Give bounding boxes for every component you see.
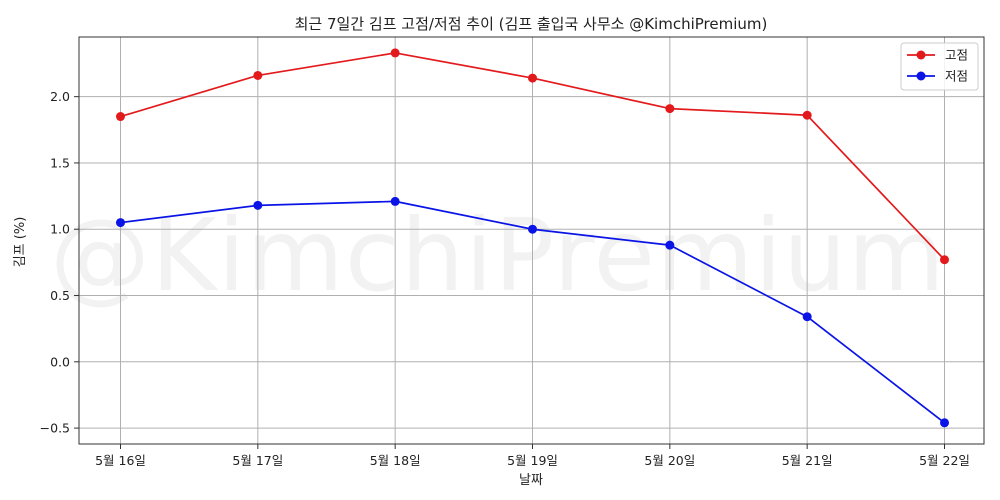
y-tick-label: 0.0 (50, 354, 70, 369)
chart-title: 최근 7일간 김프 고점/저점 추이 (김프 출입국 사무소 @KimchiPr… (295, 15, 768, 33)
y-tick-label: −0.5 (40, 421, 70, 436)
series-0-point (253, 70, 263, 80)
series-1-point (940, 418, 949, 428)
x-tick-label: 5월 16일 (95, 453, 146, 468)
series-layer (116, 48, 949, 428)
y-tick-label: 0.5 (50, 288, 70, 303)
y-tick-label: 2.0 (50, 89, 70, 104)
x-tick-label: 5월 19일 (507, 453, 558, 468)
x-tick-label: 5월 18일 (370, 453, 421, 468)
series-0-point (802, 110, 812, 120)
watermark-text: @KimchiPremium (50, 197, 946, 314)
x-tick-label: 5월 21일 (782, 453, 833, 468)
series-1-point (528, 224, 537, 234)
plot-area-frame (78, 36, 985, 445)
series-1-point (390, 196, 400, 206)
x-tick-label: 5월 17일 (232, 453, 283, 468)
x-tick-label: 5월 20일 (644, 453, 695, 468)
series-0-point (940, 255, 949, 265)
tick-layer: 5월 16일 5월 17일 5월 18일 5월 19일 5월 20일 5월 21일 5월 2… (40, 89, 970, 468)
y-tick-label: 1.0 (50, 222, 70, 237)
series-0-point (528, 73, 537, 83)
series-1-point (253, 200, 263, 210)
series-1-point (802, 312, 812, 322)
series-0-point (665, 104, 675, 114)
x-axis-label: 날짜 (519, 473, 543, 488)
x-tick-label: 5월 22일 (919, 453, 970, 468)
series-0-point (390, 48, 400, 58)
y-axis-label: 김프 (%) (13, 217, 28, 268)
legend-label-0: 고점 (945, 48, 968, 63)
legend-marker-0 (916, 50, 926, 60)
series-0-point (116, 112, 125, 122)
legend-label-1: 저점 (945, 69, 968, 84)
legend-marker-1 (916, 71, 926, 81)
y-tick-label: 1.5 (50, 155, 70, 170)
series-1-point (116, 218, 125, 228)
series-1-point (665, 240, 675, 250)
